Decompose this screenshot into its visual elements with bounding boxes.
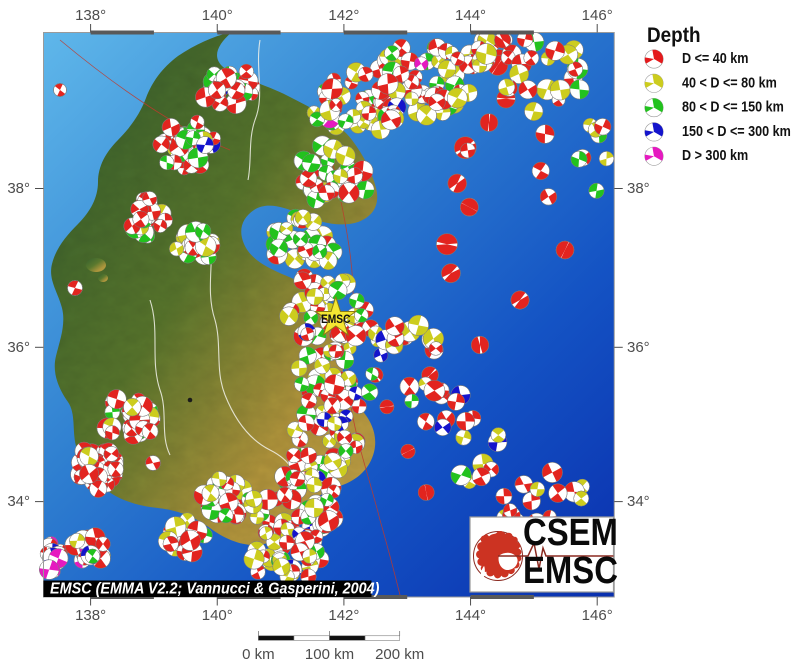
svg-text:EMSC: EMSC [523, 549, 618, 592]
svg-text:142°: 142° [328, 607, 359, 624]
svg-text:0 km: 0 km [242, 646, 275, 663]
svg-text:38°: 38° [627, 180, 650, 197]
svg-text:34°: 34° [7, 493, 30, 510]
svg-text:138°: 138° [75, 607, 106, 624]
svg-text:D <= 40 km: D <= 40 km [682, 49, 749, 66]
svg-text:EMSC (EMMA V2.2; Vannucci & Ga: EMSC (EMMA V2.2; Vannucci & Gasperini, 2… [50, 580, 379, 598]
svg-text:CSEM: CSEM [523, 511, 618, 554]
svg-text:34°: 34° [627, 493, 650, 510]
svg-text:150 < D <= 300 km: 150 < D <= 300 km [682, 122, 791, 139]
svg-text:138°: 138° [75, 7, 106, 24]
svg-text:36°: 36° [627, 339, 650, 356]
svg-text:38°: 38° [7, 180, 30, 197]
svg-text:144°: 144° [455, 7, 486, 24]
svg-text:140°: 140° [202, 607, 233, 624]
svg-text:EMSC: EMSC [321, 313, 350, 326]
svg-text:40 < D <= 80 km: 40 < D <= 80 km [682, 73, 777, 90]
svg-text:146°: 146° [582, 7, 613, 24]
svg-text:144°: 144° [455, 607, 486, 624]
svg-text:200 km: 200 km [375, 646, 424, 663]
svg-text:80 < D <= 150 km: 80 < D <= 150 km [682, 98, 784, 115]
svg-text:D > 300 km: D > 300 km [682, 146, 748, 163]
svg-text:142°: 142° [328, 7, 359, 24]
svg-text:36°: 36° [7, 339, 30, 356]
svg-text:100 km: 100 km [305, 646, 354, 663]
svg-text:Depth: Depth [647, 24, 701, 47]
svg-text:146°: 146° [582, 607, 613, 624]
svg-text:140°: 140° [202, 7, 233, 24]
